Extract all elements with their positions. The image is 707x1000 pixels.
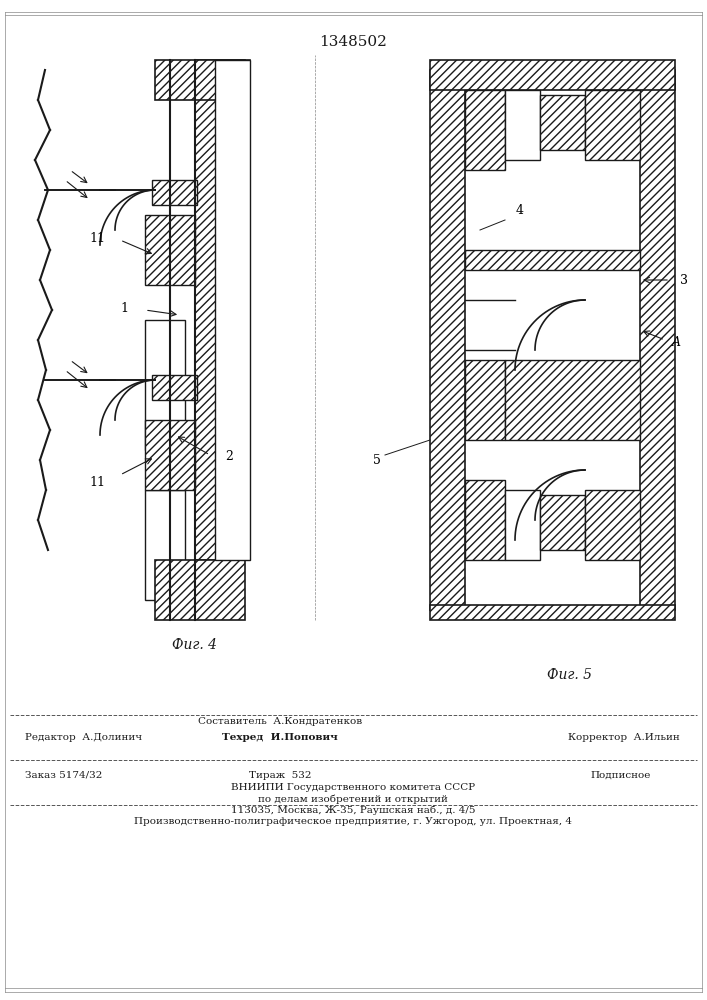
Bar [145,490,185,600]
Text: Тираж  532: Тираж 532 [249,770,311,780]
Bar [585,90,640,160]
Text: ВНИИПИ Государственного комитета СССР: ВНИИПИ Государственного комитета СССР [231,784,475,792]
Bar [505,90,540,160]
Bar [145,420,195,490]
Text: 4: 4 [516,204,524,217]
Bar [152,375,197,400]
Text: Заказ 5174/32: Заказ 5174/32 [25,770,103,780]
Bar [465,480,505,560]
Bar [155,560,245,620]
Text: по делам изобретений и открытий: по делам изобретений и открытий [258,794,448,804]
Text: 11: 11 [89,476,105,488]
Text: A: A [672,336,681,349]
Bar [155,60,245,100]
Text: Редактор  А.Долинич: Редактор А.Долинич [25,732,142,742]
Bar [152,180,197,205]
Bar [540,95,585,150]
Bar [540,495,585,550]
Bar [430,605,675,620]
Bar [465,90,505,170]
Bar [145,320,185,450]
Text: 11: 11 [89,232,105,244]
Bar [640,70,675,610]
Bar [195,60,250,560]
Bar [430,60,675,90]
Bar [465,360,505,440]
Bar [215,60,250,560]
Text: Корректор  А.Ильин: Корректор А.Ильин [568,732,680,742]
Text: Фиг. 4: Фиг. 4 [173,638,218,652]
Bar [465,250,640,270]
Text: 113035, Москва, Ж-35, Раушская наб., д. 4/5: 113035, Москва, Ж-35, Раушская наб., д. … [230,805,475,815]
Text: 1: 1 [120,302,128,314]
Text: 5: 5 [373,454,381,466]
Text: Подписное: Подписное [590,770,650,780]
Bar [145,215,195,285]
Bar [505,490,540,560]
Bar [505,360,640,440]
Bar [585,490,640,560]
Text: 2: 2 [225,450,233,464]
Text: Фиг. 5: Фиг. 5 [547,668,592,682]
Text: 1348502: 1348502 [319,35,387,49]
Bar [430,70,465,610]
Text: Составитель  А.Кондратенков: Составитель А.Кондратенков [198,718,362,726]
Text: 3: 3 [680,273,688,286]
Text: Техред  И.Попович: Техред И.Попович [222,732,338,742]
Text: Производственно-полиграфическое предприятие, г. Ужгород, ул. Проектная, 4: Производственно-полиграфическое предприя… [134,818,572,826]
